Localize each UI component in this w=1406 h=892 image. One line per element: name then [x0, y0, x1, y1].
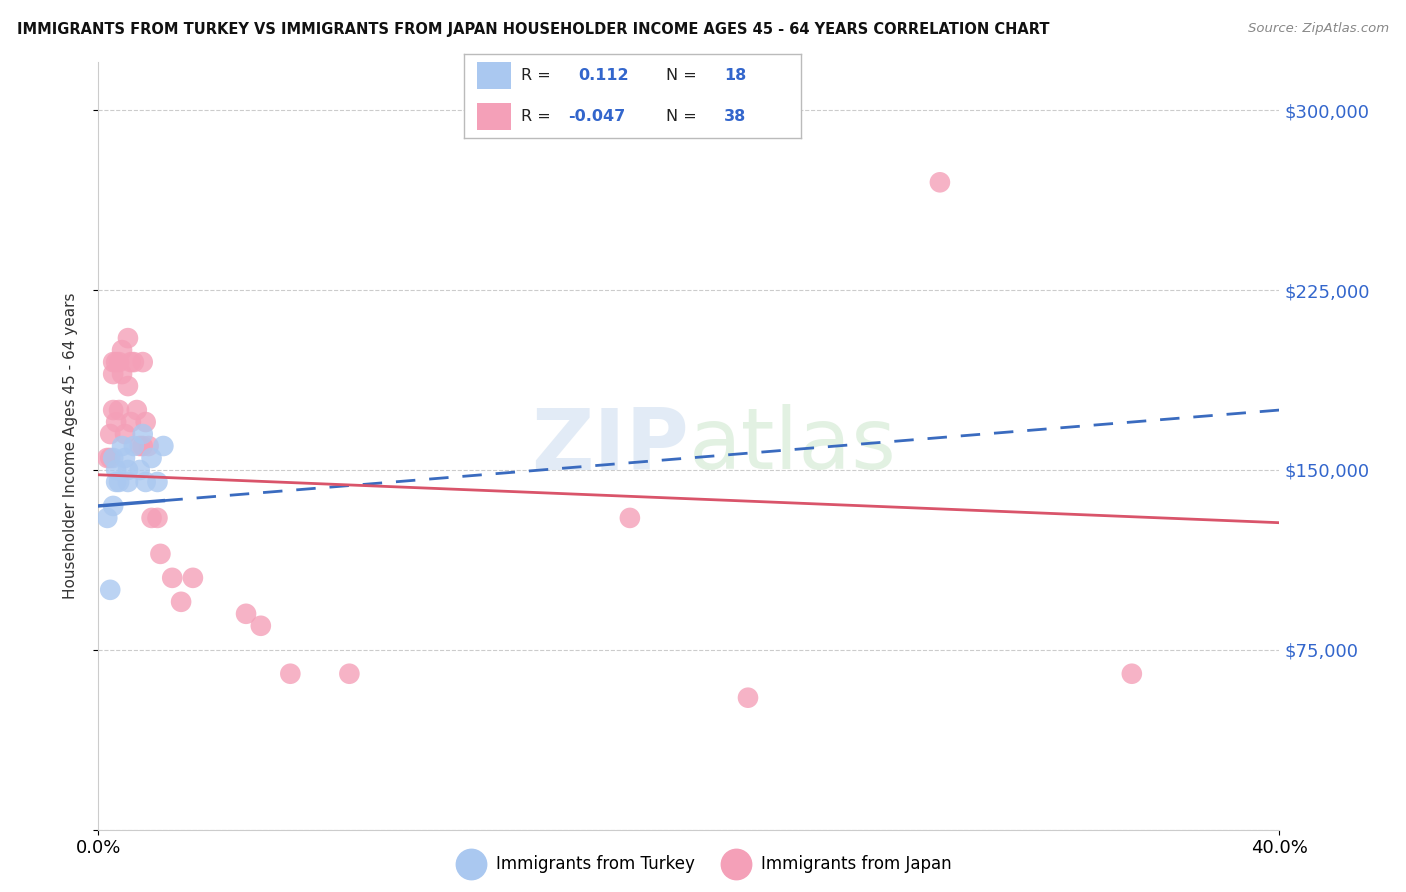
Point — [141, 450, 163, 465]
Point — [135, 475, 157, 489]
Point — [132, 355, 155, 369]
Point — [98, 450, 121, 465]
Point — [103, 403, 125, 417]
Point — [929, 175, 952, 189]
Point — [108, 403, 131, 417]
Text: 38: 38 — [724, 109, 747, 124]
Point — [250, 619, 273, 633]
Point — [128, 439, 150, 453]
Point — [105, 355, 128, 369]
Point — [149, 547, 172, 561]
Point — [114, 427, 136, 442]
Point — [181, 571, 204, 585]
FancyBboxPatch shape — [478, 103, 512, 130]
Point — [146, 475, 169, 489]
Point — [117, 475, 139, 489]
Point — [141, 511, 163, 525]
Text: -0.047: -0.047 — [568, 109, 626, 124]
Text: Source: ZipAtlas.com: Source: ZipAtlas.com — [1249, 22, 1389, 36]
Point — [111, 439, 134, 453]
Point — [152, 439, 174, 453]
Text: ZIP: ZIP — [531, 404, 689, 488]
Point — [103, 450, 125, 465]
Point — [122, 355, 145, 369]
Text: atlas: atlas — [689, 404, 897, 488]
Point — [1121, 666, 1143, 681]
Point — [117, 463, 139, 477]
Point — [162, 571, 183, 585]
Point — [117, 331, 139, 345]
Point — [235, 607, 257, 621]
Point — [280, 666, 302, 681]
Point — [98, 582, 121, 597]
Point — [132, 439, 155, 453]
Point — [120, 415, 142, 429]
Point — [103, 367, 125, 381]
Legend: Immigrants from Turkey, Immigrants from Japan: Immigrants from Turkey, Immigrants from … — [447, 848, 959, 880]
Point — [170, 595, 193, 609]
Text: R =: R = — [522, 68, 551, 83]
Point — [108, 475, 131, 489]
Point — [120, 355, 142, 369]
Point — [122, 439, 145, 453]
Point — [125, 403, 148, 417]
Text: 0.112: 0.112 — [579, 68, 630, 83]
Point — [105, 463, 128, 477]
Y-axis label: Householder Income Ages 45 - 64 years: Householder Income Ages 45 - 64 years — [63, 293, 77, 599]
Point — [146, 511, 169, 525]
Text: 18: 18 — [724, 68, 747, 83]
Point — [138, 439, 160, 453]
Point — [111, 343, 134, 357]
Point — [135, 415, 157, 429]
Point — [108, 355, 131, 369]
Point — [111, 367, 134, 381]
Point — [132, 427, 155, 442]
Point — [117, 379, 139, 393]
Point — [96, 450, 118, 465]
Point — [128, 463, 150, 477]
Text: N =: N = — [666, 109, 697, 124]
Text: IMMIGRANTS FROM TURKEY VS IMMIGRANTS FROM JAPAN HOUSEHOLDER INCOME AGES 45 - 64 : IMMIGRANTS FROM TURKEY VS IMMIGRANTS FRO… — [17, 22, 1049, 37]
Point — [105, 415, 128, 429]
Point — [105, 475, 128, 489]
Point — [737, 690, 759, 705]
Text: N =: N = — [666, 68, 697, 83]
Point — [339, 666, 361, 681]
Text: R =: R = — [522, 109, 551, 124]
Point — [103, 499, 125, 513]
Point — [96, 511, 118, 525]
Point — [114, 450, 136, 465]
Point — [103, 355, 125, 369]
Point — [98, 427, 121, 442]
Point — [619, 511, 641, 525]
FancyBboxPatch shape — [478, 62, 512, 89]
